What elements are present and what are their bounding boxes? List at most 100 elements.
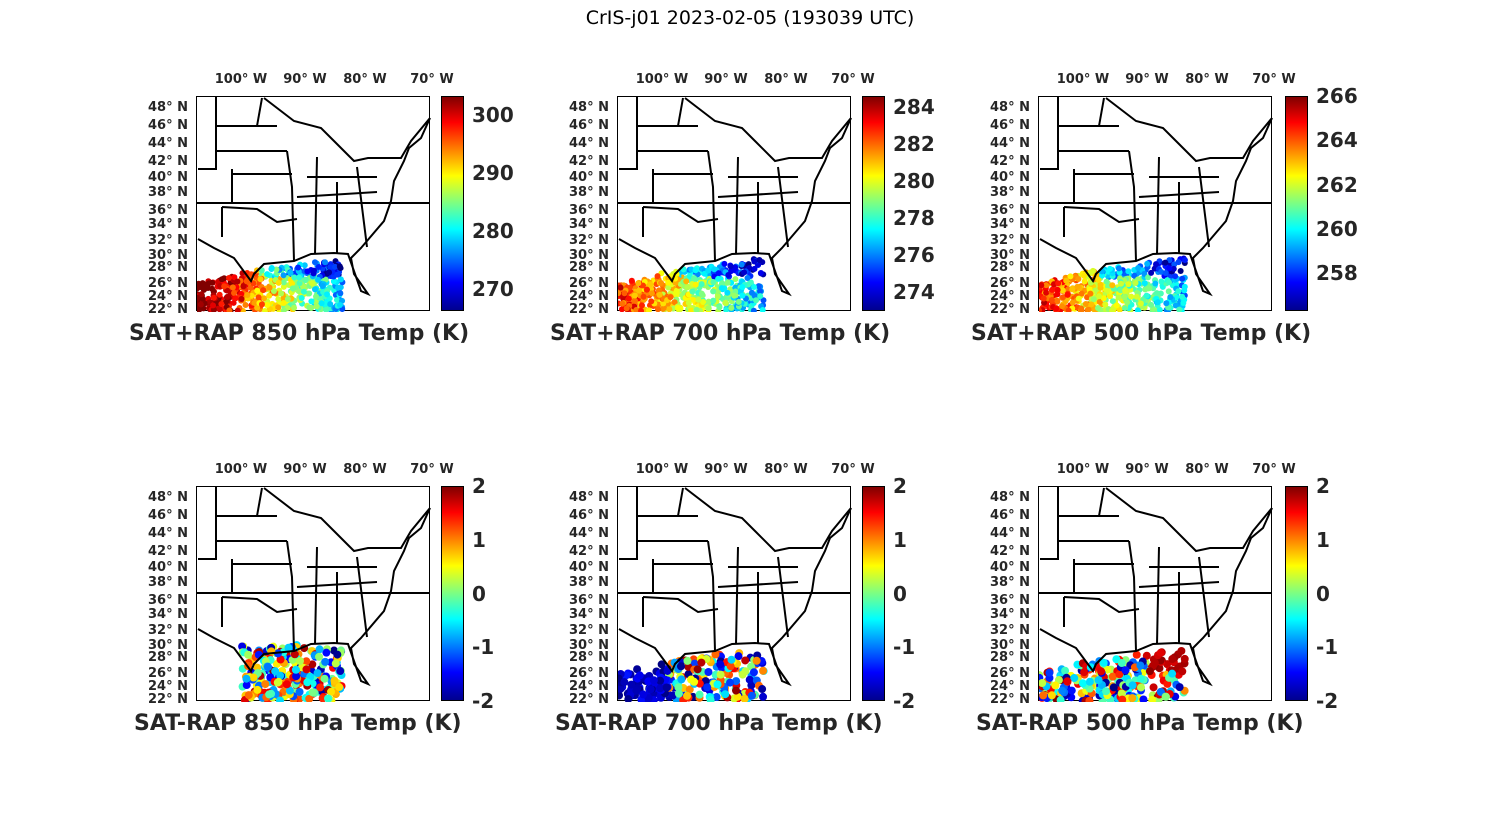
colorbar bbox=[862, 486, 885, 701]
data-point bbox=[316, 683, 325, 692]
data-point bbox=[1180, 654, 1189, 663]
data-point bbox=[693, 665, 702, 674]
data-point bbox=[757, 269, 764, 276]
data-point bbox=[740, 694, 749, 702]
data-point bbox=[273, 266, 280, 273]
data-point bbox=[727, 263, 734, 270]
data-point bbox=[1117, 659, 1126, 668]
data-point bbox=[1069, 299, 1076, 306]
data-point bbox=[1115, 294, 1122, 301]
data-point bbox=[621, 290, 628, 297]
data-point bbox=[627, 680, 636, 689]
data-point bbox=[321, 657, 330, 666]
data-point bbox=[624, 695, 633, 702]
data-point bbox=[1081, 278, 1088, 285]
data-point bbox=[1150, 658, 1159, 667]
data-point bbox=[315, 645, 324, 654]
colorbar-tick-label: -1 bbox=[472, 635, 495, 660]
lat-tick-label: 32° N bbox=[148, 623, 188, 638]
data-point bbox=[704, 668, 713, 677]
data-point bbox=[301, 262, 308, 269]
data-point bbox=[1056, 696, 1065, 702]
data-point bbox=[288, 280, 295, 287]
lat-tick-label: 42° N bbox=[148, 154, 188, 169]
data-point bbox=[1043, 282, 1050, 289]
state-border bbox=[717, 191, 799, 198]
lat-tick-label: 46° N bbox=[990, 508, 1030, 523]
data-point bbox=[1152, 280, 1159, 287]
data-point bbox=[197, 294, 201, 301]
data-point bbox=[319, 283, 326, 290]
data-point bbox=[683, 656, 692, 665]
state-border bbox=[1156, 156, 1160, 255]
data-point bbox=[1078, 679, 1087, 688]
data-point bbox=[735, 298, 742, 305]
data-point bbox=[654, 306, 661, 312]
data-point bbox=[318, 300, 325, 307]
lat-tick-label: 24° N bbox=[148, 679, 188, 694]
data-point bbox=[334, 271, 341, 278]
map-panel: 48° N 46° N 44° N 42° N 40° N 38° N 36° N 34° N… bbox=[962, 72, 1442, 396]
data-point bbox=[1082, 300, 1089, 307]
data-point bbox=[619, 300, 626, 307]
state-border bbox=[314, 156, 318, 255]
state-border bbox=[1138, 191, 1220, 198]
data-point bbox=[304, 268, 311, 275]
data-point bbox=[1145, 274, 1152, 281]
data-point bbox=[750, 307, 757, 312]
data-point bbox=[298, 295, 305, 302]
data-point bbox=[716, 304, 723, 311]
map-panel: 48° N 46° N 44° N 42° N 40° N 38° N 36° N 34° N… bbox=[120, 72, 600, 396]
data-point bbox=[308, 660, 317, 669]
data-point bbox=[656, 684, 665, 693]
lon-tick-label: 80° W bbox=[764, 462, 808, 477]
data-point bbox=[1162, 269, 1169, 276]
lat-tick-label: 26° N bbox=[990, 666, 1030, 681]
colorbar-tick-label: 2 bbox=[893, 474, 907, 498]
lat-tick-label: 26° N bbox=[569, 666, 609, 681]
data-point bbox=[732, 264, 739, 271]
colorbar-tick-label: 2 bbox=[472, 474, 486, 498]
data-point bbox=[721, 690, 730, 699]
data-point bbox=[726, 678, 735, 687]
state-border bbox=[777, 166, 789, 248]
state-border bbox=[777, 556, 789, 638]
lat-tick-label: 36° N bbox=[569, 203, 609, 218]
data-point bbox=[280, 272, 287, 279]
data-point bbox=[731, 292, 738, 299]
data-point bbox=[710, 278, 717, 285]
data-point bbox=[1117, 689, 1126, 698]
colorbar-tick-label: 1 bbox=[472, 527, 486, 552]
lat-tick-label: 26° N bbox=[569, 276, 609, 291]
lon-tick-label: 70° W bbox=[410, 462, 454, 477]
data-point bbox=[638, 302, 645, 309]
lat-tick-label: 42° N bbox=[990, 154, 1030, 169]
data-point bbox=[738, 670, 747, 679]
lat-tick-label: 32° N bbox=[990, 233, 1030, 248]
data-point bbox=[265, 690, 274, 699]
data-point bbox=[308, 688, 317, 697]
state-border bbox=[296, 581, 378, 588]
lat-tick-label: 30° N bbox=[990, 248, 1030, 263]
data-point bbox=[618, 691, 624, 700]
lat-tick-label: 42° N bbox=[569, 544, 609, 559]
data-point bbox=[337, 290, 344, 297]
data-point bbox=[336, 302, 343, 309]
colorbar bbox=[441, 96, 464, 311]
data-point bbox=[1097, 667, 1106, 676]
lat-tick-label: 34° N bbox=[148, 217, 188, 232]
data-point bbox=[242, 302, 249, 309]
data-point bbox=[305, 694, 314, 702]
data-point bbox=[254, 287, 261, 294]
data-point bbox=[1128, 293, 1135, 300]
data-point bbox=[327, 263, 334, 270]
state-border bbox=[1198, 556, 1210, 638]
data-point bbox=[741, 269, 748, 276]
lat-tick-label: 22° N bbox=[569, 302, 609, 317]
data-point bbox=[732, 276, 739, 283]
data-point bbox=[1115, 670, 1124, 679]
data-point bbox=[1136, 674, 1145, 683]
data-point bbox=[656, 291, 663, 298]
data-point bbox=[280, 283, 287, 290]
data-point bbox=[1109, 307, 1116, 312]
